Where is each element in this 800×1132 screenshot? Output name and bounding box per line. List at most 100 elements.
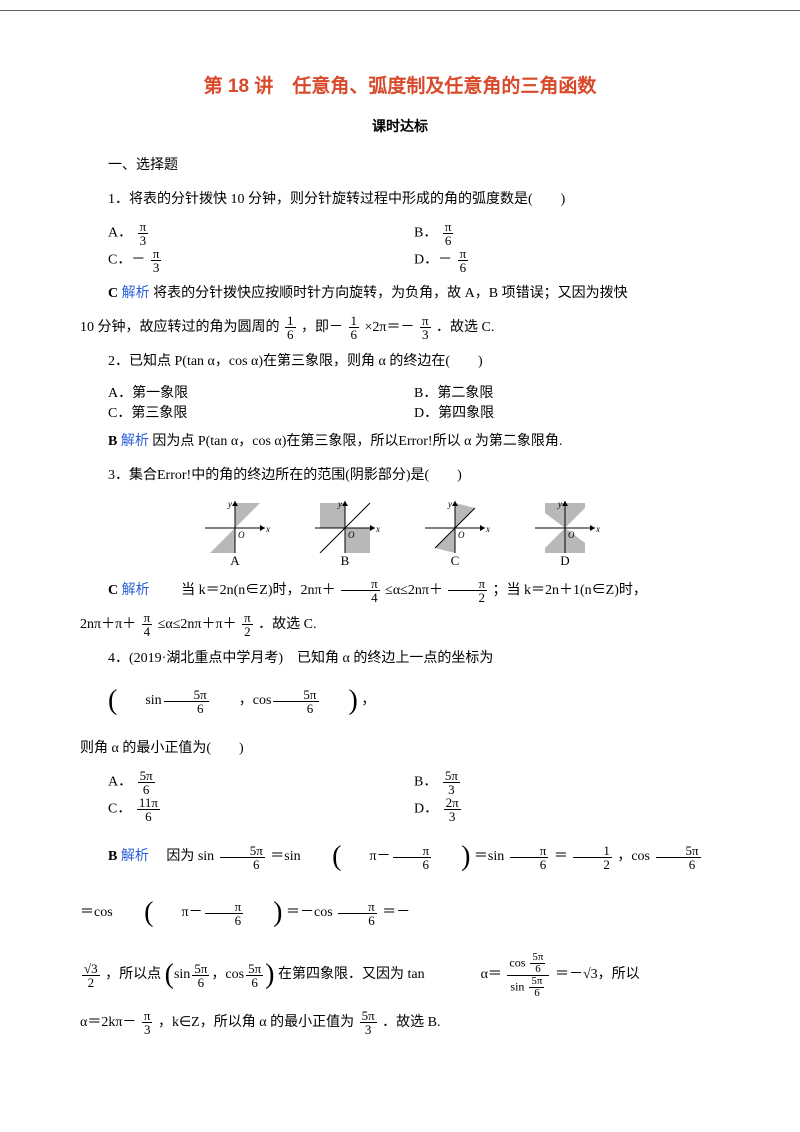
- diagram-label: A: [195, 553, 275, 569]
- explain-text: ，即－: [301, 320, 343, 335]
- frac-den: 6: [205, 913, 244, 927]
- frac-num: 5π: [246, 962, 263, 975]
- frac-den: 6: [443, 233, 454, 247]
- q1-optC: C．－ π3: [108, 247, 414, 274]
- frac-den: 6: [192, 975, 209, 989]
- q2-explain: B 解析 因为点 P(tan α，cos α)在第三象限，所以Error!所以 …: [80, 428, 720, 456]
- frac-den: 6: [138, 782, 155, 796]
- subtitle: 课时达标: [80, 116, 720, 136]
- diagram-label: D: [525, 553, 605, 569]
- q4-optB: B． 5π3: [414, 769, 720, 796]
- q2-optA: A．第一象限: [108, 382, 414, 402]
- explain-text: ×2π＝－: [365, 320, 415, 335]
- frac-num: π: [448, 577, 487, 590]
- frac-den: 3: [151, 260, 162, 274]
- frac-num: 1: [349, 314, 360, 327]
- optC-prefix: C．: [108, 802, 131, 817]
- svg-text:x: x: [595, 524, 600, 534]
- q3-explain-1: C 解析 当 k＝2n(n∈Z)时，2nπ＋ π4 ≤α≤2nπ＋ π2 ；当 …: [80, 577, 720, 605]
- q4-stem-2: 则角 α 的最小正值为( ): [80, 735, 720, 763]
- frac-num: π: [205, 900, 244, 913]
- frac-den: 6: [338, 913, 377, 927]
- frac-num: π: [242, 611, 253, 624]
- optB-prefix: B．: [414, 775, 437, 790]
- frac-num: 5π: [443, 769, 460, 782]
- q4-explain-2: √32 ，所以点 sin 5π6 ，cos 5π6 在第四象限．又因为 tan …: [80, 947, 720, 1003]
- answer-letter: C: [108, 583, 118, 598]
- q4-options-row2: C． 11π6 D． 2π3: [108, 796, 720, 823]
- explain-text: 将表的分针拨快应按顺时针方向旋转，为负角，故 A，B 项错误；又因为拨快: [153, 286, 627, 301]
- frac-num: 11π: [137, 796, 160, 809]
- stem-text: 2．已知点 P(tan α，cos α)在第三象限，则角 α 的终边在( ): [108, 354, 483, 369]
- frac-den: 6: [656, 857, 701, 871]
- q4-options-row1: A． 5π6 B． 5π3: [108, 769, 720, 796]
- frac-den: 6: [246, 975, 263, 989]
- stem-text: 4．(2019·湖北重点中学月考) 已知角 α 的终边上一点的坐标为: [108, 651, 493, 666]
- explain-text: ，所以点: [105, 967, 161, 982]
- q2-optC: C．第三象限: [108, 402, 414, 422]
- frac-den: 3: [142, 1022, 153, 1036]
- q1-stem: 1．将表的分针拨快 10 分钟，则分针旋转过程中形成的角的弧度数是( ): [80, 186, 720, 214]
- frac-den: 2: [242, 624, 253, 638]
- frac-den: 3: [444, 809, 461, 823]
- analysis-label: 解析: [121, 849, 149, 864]
- q2-options-row1: A．第一象限 B．第二象限: [108, 382, 720, 402]
- q4-stem-1: 4．(2019·湖北重点中学月考) 已知角 α 的终边上一点的坐标为 sin 5…: [80, 645, 720, 729]
- explain-text: ，cos: [617, 849, 650, 864]
- frac-num: 5π: [656, 844, 701, 857]
- optD-prefix: D．: [414, 802, 438, 817]
- frac-den: 6: [530, 963, 545, 975]
- svg-text:x: x: [485, 524, 490, 534]
- frac-num: 1: [285, 314, 296, 327]
- frac-num: 5π: [273, 688, 318, 701]
- frac-num: 5π: [138, 769, 155, 782]
- q3-diagrams: x y O A x y O B: [80, 498, 720, 569]
- explain-text: ；当 k＝2n＋1(n∈Z)时，: [493, 583, 647, 598]
- frac-num: π: [393, 844, 432, 857]
- optD-prefix: D．－: [414, 253, 452, 268]
- frac-num: 5π: [164, 688, 209, 701]
- q4-optC: C． 11π6: [108, 796, 414, 823]
- frac-den: 3: [360, 1022, 377, 1036]
- q2-stem: 2．已知点 P(tan α，cos α)在第三象限，则角 α 的终边在( ): [80, 348, 720, 376]
- optA-prefix: A．: [108, 226, 132, 241]
- svg-text:y: y: [227, 499, 232, 509]
- frac-num: π: [338, 900, 377, 913]
- frac-num: 5π: [220, 844, 265, 857]
- q1-options-row2: C．－ π3 D．－ π6: [108, 247, 720, 274]
- frac-den: 2: [82, 975, 100, 989]
- diagram-label: B: [305, 553, 385, 569]
- explain-text: ≤α≤2nπ＋: [385, 583, 443, 598]
- explain-text: ，k∈Z，所以角 α 的最小正值为: [158, 1015, 354, 1030]
- svg-text:O: O: [238, 530, 245, 540]
- q4-optD: D． 2π3: [414, 796, 720, 823]
- frac-den: 6: [510, 857, 549, 871]
- svg-text:O: O: [568, 530, 575, 540]
- frac-num: π: [151, 247, 162, 260]
- frac-num: 5π: [360, 1009, 377, 1022]
- frac-den: 3: [138, 233, 149, 247]
- frac-text: cos: [509, 955, 525, 969]
- lesson-title: 第 18 讲 任意角、弧度制及任意角的三角函数: [80, 71, 720, 98]
- optA-prefix: A．: [108, 775, 132, 790]
- q1-explain-1: C 解析 将表的分针拨快应按顺时针方向旋转，为负角，故 A，B 项错误；又因为拨…: [80, 280, 720, 308]
- frac-den: 6: [164, 701, 209, 715]
- frac-num: 1: [573, 844, 612, 857]
- svg-text:y: y: [447, 499, 452, 509]
- explain-text: α＝2kπ－: [80, 1015, 136, 1030]
- coord-text: ，cos: [211, 687, 272, 715]
- analysis-label: 解析: [122, 583, 150, 598]
- analysis-label: 解析: [122, 286, 150, 301]
- frac-num: π: [420, 314, 431, 327]
- q4-optA: A． 5π6: [108, 769, 414, 796]
- frac-num: π: [341, 577, 380, 590]
- explain-text: ＝: [554, 849, 568, 864]
- frac-num: π: [142, 1009, 153, 1022]
- diagram-A: x y O A: [195, 498, 275, 569]
- frac-den: 4: [142, 624, 153, 638]
- stem-text: ，: [361, 693, 375, 708]
- frac-num: π: [138, 220, 149, 233]
- explain-text: ＝sin: [474, 849, 504, 864]
- diagram-C: x y O C: [415, 498, 495, 569]
- explain-text: 2nπ＋π＋: [80, 617, 136, 632]
